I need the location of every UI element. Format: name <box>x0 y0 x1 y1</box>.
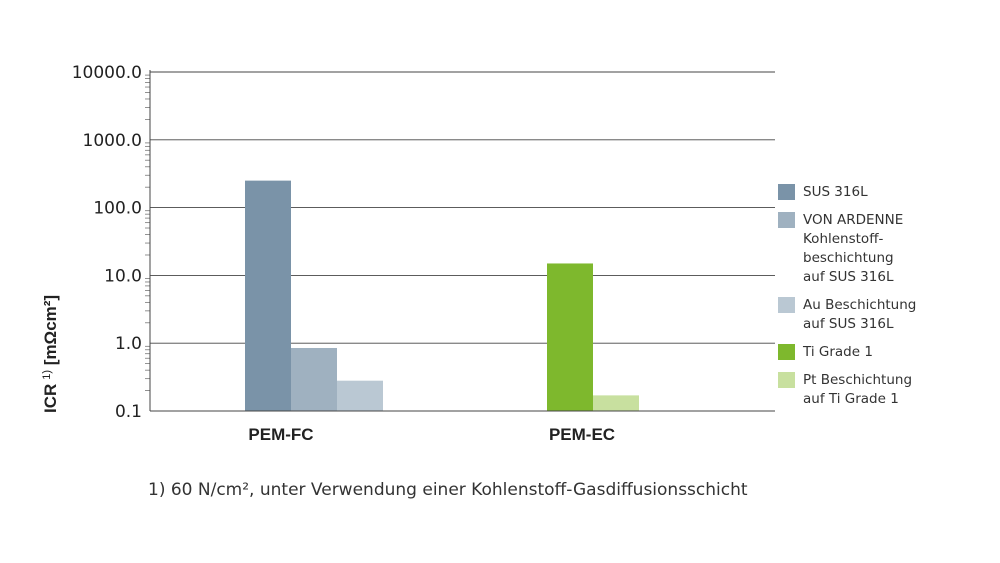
bar <box>245 180 291 411</box>
legend-item: SUS 316L <box>778 183 978 202</box>
y-axis-label: ICR 1) [mΩcm²] <box>41 295 60 413</box>
y-tick-label: 10.0 <box>104 266 142 286</box>
legend-item: Ti Grade 1 <box>778 343 978 362</box>
bar <box>547 263 593 411</box>
legend-item: Pt Beschichtung auf Ti Grade 1 <box>778 371 978 409</box>
y-axis-label-sup: 1) <box>41 370 53 380</box>
bar <box>337 380 383 411</box>
axes <box>149 70 775 412</box>
legend-swatch <box>778 184 795 200</box>
x-category-label: PEM-FC <box>248 425 313 444</box>
bars <box>245 180 639 411</box>
legend: SUS 316L VON ARDENNE Kohlenstoff- beschic… <box>778 183 978 418</box>
tick-labels: 0.1 1.0 10.0 100.0 1000.0 10000.0 PEM-FC PEM-EC <box>72 63 615 444</box>
y-tick-label: 1000.0 <box>83 131 142 151</box>
x-category-label: PEM-EC <box>549 425 615 444</box>
y-tick-label: 10000.0 <box>72 63 142 83</box>
minor-ticks <box>145 74 150 391</box>
legend-label: Au Beschichtung auf SUS 316L <box>803 297 917 332</box>
y-axis-label-unit: [mΩcm²] <box>41 295 60 370</box>
legend-label: VON ARDENNE Kohlenstoff- beschichtung au… <box>803 212 904 285</box>
gridlines <box>150 71 775 344</box>
y-tick-label: 0.1 <box>115 402 142 422</box>
y-axis-label-main: ICR <box>41 384 60 413</box>
legend-swatch <box>778 297 795 313</box>
bar <box>593 395 639 411</box>
legend-item: Au Beschichtung auf SUS 316L <box>778 296 978 334</box>
bar <box>291 347 337 411</box>
legend-label: Pt Beschichtung auf Ti Grade 1 <box>803 372 913 407</box>
legend-label: Ti Grade 1 <box>803 344 873 360</box>
legend-swatch <box>778 372 795 388</box>
legend-swatch <box>778 344 795 360</box>
legend-item: VON ARDENNE Kohlenstoff- beschichtung au… <box>778 211 978 287</box>
y-tick-label: 100.0 <box>93 199 142 219</box>
y-tick-label: 1.0 <box>115 334 142 354</box>
legend-label: SUS 316L <box>803 184 868 200</box>
legend-swatch <box>778 212 795 228</box>
footnote: 1) 60 N/cm², unter Verwendung einer Kohl… <box>148 480 748 500</box>
